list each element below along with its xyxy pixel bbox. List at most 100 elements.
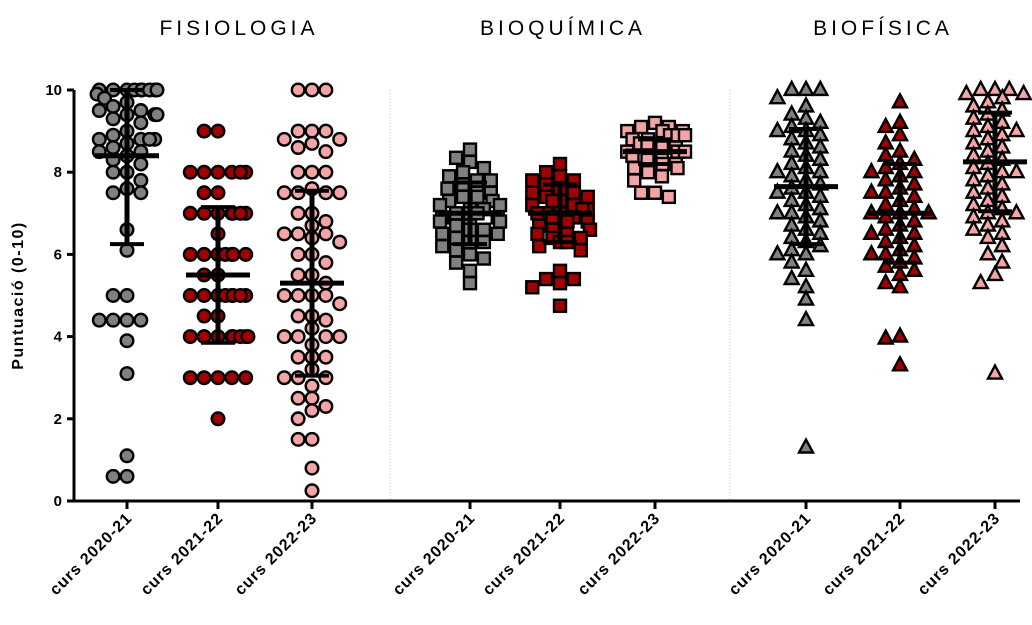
x-tick-label: curs 2020-21 [390, 510, 479, 599]
mean-sd-bars [280, 188, 344, 378]
data-point-circle [182, 329, 198, 345]
data-point-circle [332, 296, 348, 312]
data-point-triangle [796, 436, 816, 454]
data-point-triangle [993, 252, 1012, 269]
y-axis-label: Puntuació (0-10) [10, 221, 27, 369]
data-point-square [545, 193, 560, 209]
data-point-square [566, 271, 582, 287]
mean-sd-bars [95, 88, 159, 247]
group-points [276, 82, 348, 499]
data-point-square [476, 222, 492, 237]
data-point-circle [304, 123, 320, 139]
data-point-triangle [796, 260, 816, 277]
data-point-circle [133, 103, 149, 119]
data-point-square [432, 197, 448, 213]
data-point-circle [276, 131, 292, 147]
data-point-circle [290, 370, 306, 386]
data-point-square [525, 280, 540, 295]
data-point-triangle [862, 182, 881, 199]
data-point-square [462, 247, 478, 262]
data-point-circle [332, 329, 348, 345]
data-point-circle [133, 156, 149, 172]
data-point-circle [225, 246, 241, 262]
data-point-circle [119, 468, 135, 484]
data-point-triangle [796, 79, 816, 97]
data-point-square [492, 197, 508, 213]
data-point-circle [91, 131, 107, 147]
data-point-square [455, 189, 471, 205]
data-point-triangle [890, 354, 910, 372]
data-point-square [647, 185, 663, 200]
data-point-circle [318, 349, 334, 365]
data-point-triangle [876, 116, 895, 134]
data-point-square [469, 173, 485, 188]
data-point-circle [290, 123, 306, 139]
data-point-triangle [768, 243, 787, 261]
data-point-triangle [876, 328, 895, 345]
data-point-square [573, 243, 588, 258]
data-point-circle [119, 448, 135, 464]
data-point-circle [276, 226, 292, 242]
mean-sd-bars [774, 127, 838, 247]
data-point-square [552, 156, 568, 172]
data-point-triangle [862, 243, 881, 261]
y-tick-label: 6 [54, 246, 62, 263]
panel-title: BIOQUÍMICA [480, 17, 646, 40]
group-points [862, 91, 938, 372]
data-point-circle [105, 185, 121, 201]
data-point-circle [119, 366, 135, 382]
data-point-circle [290, 82, 306, 98]
data-point-triangle [1014, 83, 1032, 101]
panel-title: BIOFÍSICA [813, 17, 953, 40]
data-point-circle [232, 164, 248, 180]
data-point-circle [182, 370, 198, 386]
data-point-triangle [964, 219, 983, 236]
data-point-triangle [796, 289, 816, 306]
data-point-square [476, 234, 492, 250]
x-tick-label: curs 2020-21 [47, 510, 136, 599]
data-point-square [633, 119, 649, 135]
data-point-triangle [1007, 161, 1026, 179]
data-point-square [462, 142, 478, 157]
data-point-triangle [890, 91, 910, 109]
mean-sd-bars [186, 205, 250, 345]
data-point-triangle [862, 223, 881, 240]
plot-area [89, 79, 1032, 499]
data-point-square [490, 226, 505, 242]
mean-sd-bars [963, 110, 1027, 214]
data-point-square [448, 150, 464, 166]
data-point-circle [232, 205, 248, 221]
data-point-square [538, 271, 554, 287]
data-point-triangle [890, 326, 910, 343]
data-point-circle [290, 411, 306, 427]
data-point-circle [332, 185, 348, 201]
panel-titles: FISIOLOGIA BIOQUÍMICA BIOFÍSICA [159, 17, 953, 40]
data-point-circle [182, 288, 198, 304]
data-point-circle [210, 164, 226, 180]
data-point-triangle [971, 272, 990, 290]
data-point-circle [196, 370, 212, 386]
y-tick-label: 2 [54, 411, 62, 428]
data-point-triangle [876, 256, 895, 273]
data-point-triangle [768, 182, 787, 199]
data-point-circle [133, 185, 149, 201]
data-point-triangle [985, 79, 1005, 97]
y-axis: 0 2 4 6 8 10 Puntuació (0-10) [10, 82, 76, 510]
data-point-circle [290, 308, 306, 324]
data-point-triangle [862, 161, 881, 179]
x-tick-label: curs 2022-23 [575, 510, 664, 599]
x-tick-label: curs 2020-21 [726, 510, 815, 599]
data-point-square [677, 128, 693, 143]
data-point-triangle [957, 83, 976, 101]
x-axis: curs 2020-21 curs 2021-22 curs 2022-23 curs… [47, 499, 1020, 599]
data-point-square [633, 185, 649, 200]
data-point-circle [196, 308, 212, 324]
data-point-circle [182, 164, 198, 180]
data-point-triangle [782, 79, 801, 97]
data-point-triangle [768, 87, 787, 105]
data-point-triangle [890, 276, 910, 294]
data-point-square [525, 173, 540, 188]
group-points [957, 79, 1032, 380]
data-point-triangle [768, 202, 787, 220]
